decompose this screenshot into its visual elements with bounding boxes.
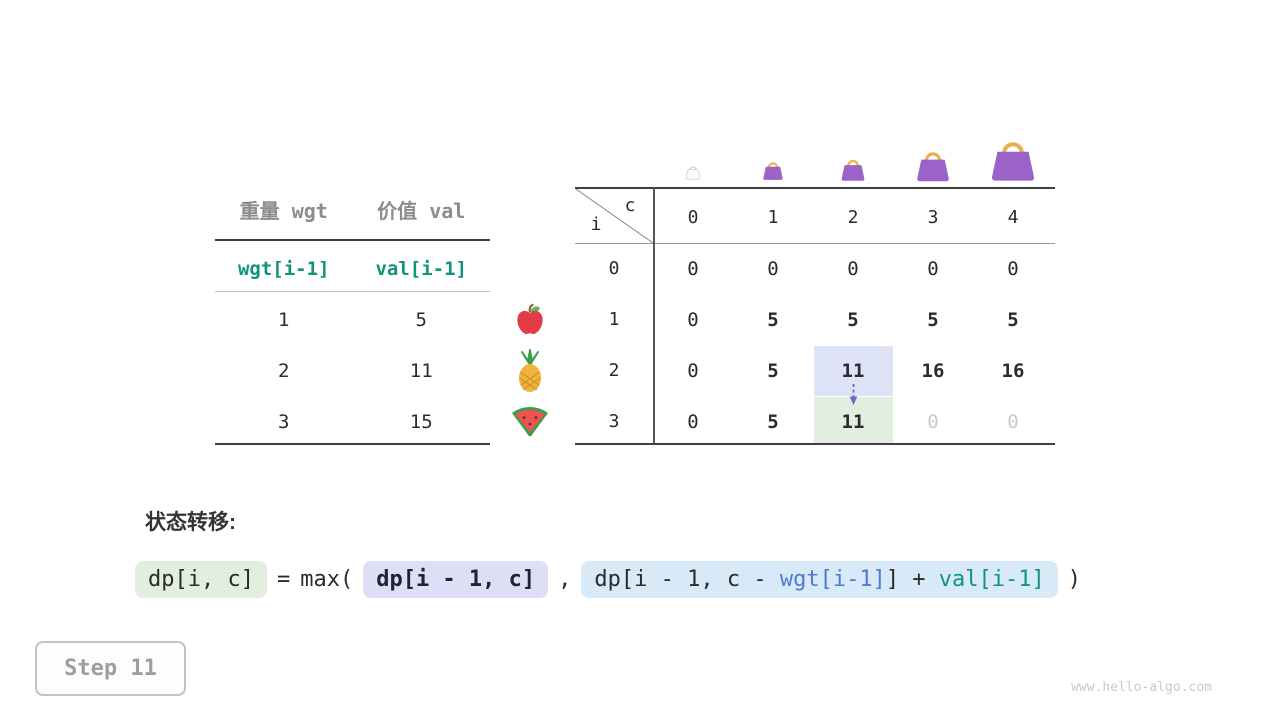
dp-col-header-2: 2 (847, 207, 859, 228)
dp-cell-0-1: 0 (767, 258, 779, 280)
formula-lhs-box: dp[i, c] (135, 560, 267, 598)
dp-cell-3-4: 0 (1007, 411, 1019, 433)
dp-cell-1-0: 0 (687, 309, 699, 331)
item-3-value: 15 (409, 411, 433, 433)
dp-cell-3-3: 0 (927, 411, 939, 433)
items-table-row-1: 1 5 (215, 305, 490, 335)
formula-arg2-mid: ] + (885, 566, 939, 592)
formula-comma: , (558, 566, 572, 592)
transition-arrow-icon (849, 384, 858, 405)
item-3-weight: 3 (278, 411, 290, 433)
dp-cell-2-4: 16 (1001, 360, 1025, 382)
dp-cell-2-2: 11 (841, 360, 865, 382)
items-table-header-row: 重量 wgt 价值 val (215, 196, 490, 226)
bag-icon-capacity-4 (992, 144, 1034, 181)
dp-table-top-rule (575, 187, 1055, 189)
pineapple-icon (519, 349, 541, 392)
dp-table-bottom-rule (575, 443, 1055, 445)
dp-cell-0-3: 0 (927, 258, 939, 280)
dp-col-header-1: 1 (767, 207, 779, 228)
items-table-row-2: 2 11 (215, 356, 490, 386)
dp-col-header-3: 3 (927, 207, 939, 228)
item-2-weight: 2 (278, 360, 290, 382)
dp-row-header-1: 1 (608, 309, 620, 330)
dp-cell-0-2: 0 (847, 258, 859, 280)
items-table-bottom-rule (215, 443, 490, 445)
dp-cell-3-0: 0 (687, 411, 699, 433)
transition-formula: dp[i, c] = max( dp[i - 1, c] , dp[i - 1,… (135, 556, 1081, 602)
items-formula-value: val[i-1] (375, 258, 467, 280)
dp-highlight-source-cell (814, 346, 893, 396)
dp-table-header-rule (575, 243, 1055, 244)
dp-cell-3-1: 5 (767, 411, 779, 433)
items-header-weight: 重量 wgt (239, 199, 328, 223)
item-1-weight: 1 (278, 309, 290, 331)
dp-cell-0-4: 0 (1007, 258, 1019, 280)
dp-cell-2-0: 0 (687, 360, 699, 382)
items-table-formula-row: wgt[i-1] val[i-1] (215, 254, 490, 284)
dp-cell-0-0: 0 (687, 258, 699, 280)
dp-row-header-0: 0 (608, 258, 620, 279)
bag-icon-capacity-3 (917, 153, 949, 182)
apple-icon (517, 303, 543, 334)
dp-col-header-0: 0 (687, 207, 699, 228)
formula-arg1-box: dp[i - 1, c] (363, 560, 549, 598)
item-1-value: 5 (415, 309, 427, 331)
bag-icon-capacity-0 (686, 167, 700, 180)
dp-cell-3-2: 11 (841, 411, 865, 433)
formula-close-paren: ) (1067, 566, 1082, 592)
item-2-value: 11 (409, 360, 433, 382)
dp-axis-label-i: i (590, 214, 602, 235)
dp-col-header-4: 4 (1007, 207, 1019, 228)
formula-max-open: max( (300, 566, 354, 592)
dp-row-header-2: 2 (608, 360, 620, 381)
dp-cell-1-2: 5 (847, 309, 859, 331)
dp-cell-1-1: 5 (767, 309, 779, 331)
items-table-mid-rule (215, 291, 490, 292)
dp-cell-2-3: 16 (921, 360, 945, 382)
dp-axis-label-c: c (624, 195, 636, 216)
items-formula-weight: wgt[i-1] (237, 258, 330, 280)
formula-arg2-wgt: wgt[i-1] (779, 566, 886, 592)
formula-arg2-val: val[i-1] (938, 566, 1045, 592)
formula-arg2-prefix: dp[i - 1, c - (594, 566, 780, 592)
step-badge: Step 11 (35, 641, 186, 696)
items-table-row-3: 3 15 (215, 407, 490, 437)
dp-table-vertical-rule (653, 188, 655, 443)
items-table-top-rule (215, 239, 490, 241)
items-header-value: 价值 val (377, 199, 466, 223)
bag-icon-capacity-2 (841, 161, 865, 181)
dp-cell-1-4: 5 (1007, 309, 1019, 331)
watermelon-icon (512, 407, 548, 437)
formula-equals: = (276, 566, 291, 592)
dp-cell-1-3: 5 (927, 309, 939, 331)
watermark: www.hello-algo.com (1071, 680, 1212, 695)
dp-corner-diagonal (576, 189, 653, 243)
dp-cell-2-1: 5 (767, 360, 779, 382)
transition-label: 状态转移: (145, 511, 236, 534)
bag-icon-capacity-1 (763, 163, 783, 180)
formula-arg2-box: dp[i - 1, c - wgt[i-1]] + val[i-1] (581, 560, 1058, 598)
dp-row-header-3: 3 (608, 411, 620, 432)
